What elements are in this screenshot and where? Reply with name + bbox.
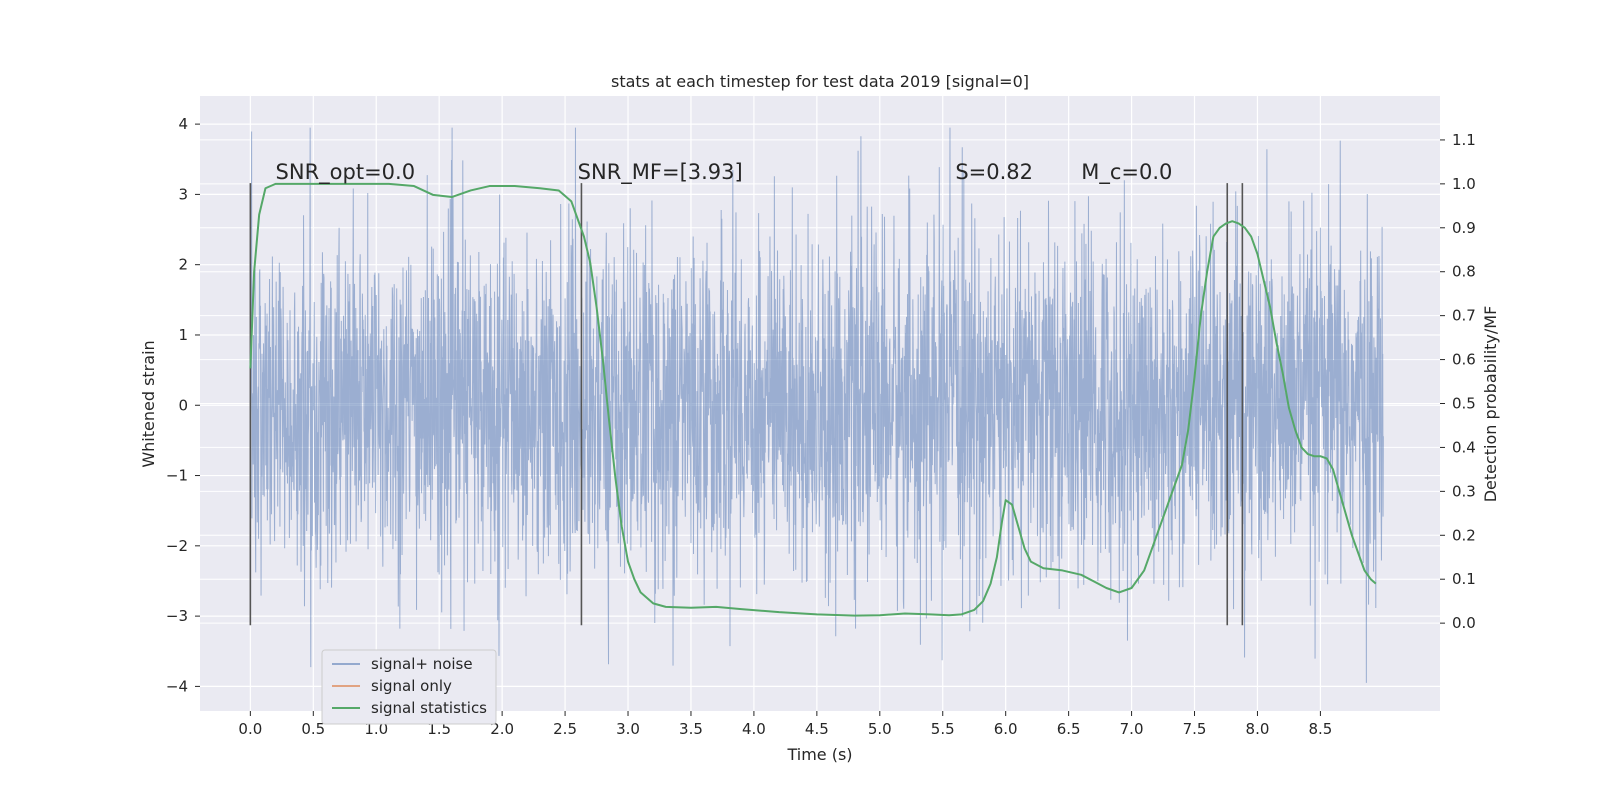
annotation-snr-opt: SNR_opt=0.0 bbox=[276, 160, 416, 185]
y-right-axis-ticks: 1.1 1.0 0.9 0.8 0.7 0.6 0.5 0.4 0.3 0.2 0.1 0.0 bbox=[1440, 131, 1476, 632]
x-tick-label-16: 8.0 bbox=[1246, 720, 1270, 738]
y-axis-ticks: 4 3 2 1 0 −1 −2 −3 −4 bbox=[166, 115, 200, 695]
y2-tick-label-4: 0.7 bbox=[1452, 307, 1476, 325]
x-tick-label-0: 0.0 bbox=[238, 720, 262, 738]
chart-title: stats at each timestep for test data 201… bbox=[611, 72, 1029, 91]
vertical-markers bbox=[249, 183, 1244, 626]
x-tick-label-5: 2.5 bbox=[553, 720, 577, 738]
y2-tick-label-9: 0.2 bbox=[1452, 526, 1476, 544]
y-axis-label: Whitened strain bbox=[139, 340, 158, 467]
y-tick-label-2: 2 bbox=[178, 256, 188, 274]
y2-tick-label-5: 0.6 bbox=[1452, 351, 1476, 369]
x-tick-label-17: 8.5 bbox=[1308, 720, 1332, 738]
y2-tick-label-1: 1.0 bbox=[1452, 175, 1476, 193]
x-tick-label-12: 6.0 bbox=[994, 720, 1018, 738]
annotation-snr-mf: SNR_MF=[3.93] bbox=[578, 160, 743, 185]
y-right-axis-label: Detection probability/MF bbox=[1481, 306, 1500, 503]
annotation-mc: M_c=0.0 bbox=[1081, 160, 1172, 185]
y2-tick-label-7: 0.4 bbox=[1452, 438, 1476, 456]
x-tick-label-14: 7.0 bbox=[1120, 720, 1144, 738]
y-tick-label-0: 4 bbox=[178, 115, 188, 133]
statistics-line bbox=[249, 182, 1377, 617]
y-tick-label-1: 3 bbox=[178, 185, 188, 203]
x-tick-label-13: 6.5 bbox=[1057, 720, 1081, 738]
y2-tick-label-11: 0.0 bbox=[1452, 614, 1476, 632]
y-tick-label-6: −2 bbox=[166, 537, 188, 555]
y2-tick-label-0: 1.1 bbox=[1452, 131, 1476, 149]
x-tick-label-7: 3.5 bbox=[679, 720, 703, 738]
legend-label-statistics: signal statistics bbox=[371, 699, 487, 717]
x-tick-label-8: 4.0 bbox=[742, 720, 766, 738]
y2-tick-label-8: 0.3 bbox=[1452, 482, 1476, 500]
y-tick-label-7: −3 bbox=[166, 607, 188, 625]
legend-box bbox=[321, 649, 497, 725]
y2-tick-label-3: 0.8 bbox=[1452, 263, 1476, 281]
legend-label-signal-only: signal only bbox=[371, 677, 452, 695]
x-tick-label-1: 0.5 bbox=[301, 720, 325, 738]
x-tick-label-11: 5.5 bbox=[931, 720, 955, 738]
y2-tick-label-10: 0.1 bbox=[1452, 570, 1476, 588]
statistics-series bbox=[249, 182, 1377, 617]
x-tick-label-4: 2.0 bbox=[490, 720, 514, 738]
legend-label-noise: signal+ noise bbox=[371, 655, 473, 673]
x-axis-label: Time (s) bbox=[786, 745, 852, 764]
y-tick-label-8: −4 bbox=[166, 677, 188, 695]
x-tick-label-10: 5.0 bbox=[868, 720, 892, 738]
legend: signal+ noise signal only signal statist… bbox=[321, 649, 497, 725]
y2-tick-label-2: 0.9 bbox=[1452, 219, 1476, 237]
y-tick-label-5: −1 bbox=[166, 467, 188, 485]
y-tick-label-4: 0 bbox=[178, 396, 188, 414]
x-tick-label-9: 4.5 bbox=[805, 720, 829, 738]
x-axis-ticks: 0.0 0.5 1.0 1.5 2.0 2.5 3.0 3.5 4.0 4.5 5.0 5.5 6.0 6… bbox=[238, 711, 1332, 738]
x-tick-label-15: 7.5 bbox=[1183, 720, 1207, 738]
y2-tick-label-6: 0.5 bbox=[1452, 395, 1476, 413]
x-tick-label-6: 3.0 bbox=[616, 720, 640, 738]
y-tick-label-3: 1 bbox=[178, 326, 188, 344]
annotation-s: S=0.82 bbox=[955, 160, 1033, 184]
